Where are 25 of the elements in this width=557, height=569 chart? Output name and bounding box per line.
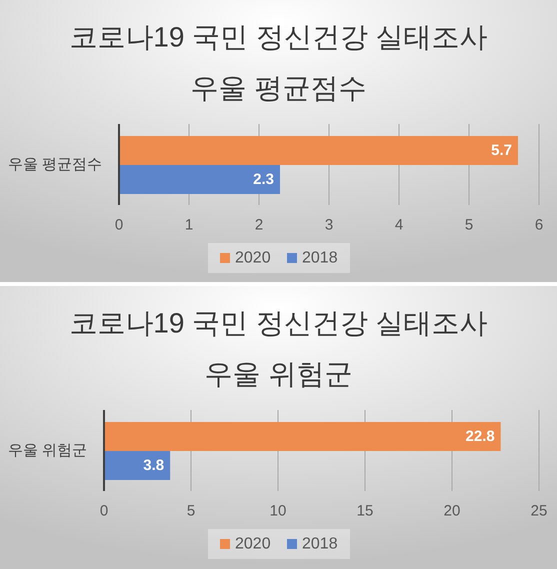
- x-tick-label: 2: [254, 216, 264, 234]
- x-tick-label: 20: [444, 502, 460, 520]
- x-tick-label: 3: [324, 216, 334, 234]
- legend-label: 2018: [302, 536, 338, 552]
- data-label: 2.3: [253, 171, 274, 188]
- data-label: 5.7: [491, 142, 512, 159]
- x-tick-label: 6: [534, 216, 544, 234]
- x-tick-label: 1: [184, 216, 194, 234]
- x-tick-label: 5: [186, 502, 196, 520]
- data-label: 22.8: [466, 428, 495, 445]
- category-label: 우울 평균점수: [8, 156, 102, 173]
- title: 코로나19 국민 정신건강 실태조사 우울 위험군: [69, 308, 488, 390]
- legend-label: 2020: [235, 250, 271, 266]
- x-tick-label: 4: [394, 216, 404, 234]
- x-tick-label: 10: [270, 502, 286, 520]
- data-label: 3.8: [143, 457, 164, 474]
- x-tick-label: 25: [530, 502, 548, 520]
- x-tick-label: 15: [356, 502, 374, 520]
- x-tick-label: 0: [114, 216, 124, 234]
- legend-label: 2018: [302, 250, 338, 266]
- title: 코로나19 국민 정신건강 실태조사 우울 평균점수: [69, 22, 488, 104]
- legend-label: 2020: [235, 536, 271, 552]
- category-label: 우울 위험군: [8, 442, 88, 459]
- x-tick-label: 0: [100, 502, 108, 520]
- x-tick-label: 5: [464, 216, 474, 234]
